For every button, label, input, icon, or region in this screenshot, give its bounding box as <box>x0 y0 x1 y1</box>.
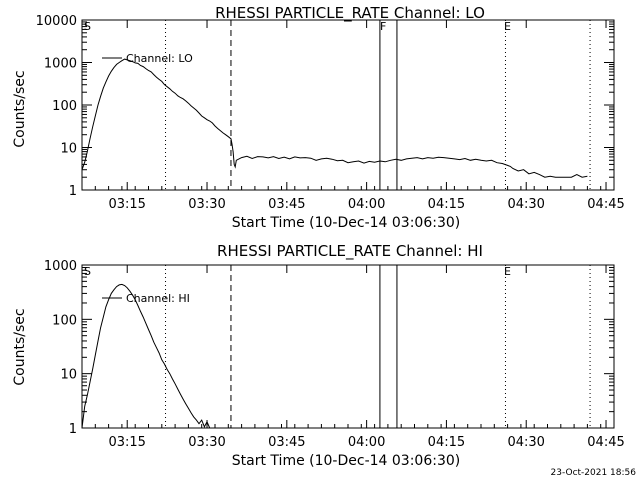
marker-S-hi: S <box>84 265 91 278</box>
marker-E-hi: E <box>504 265 511 278</box>
legend-label-lo: Channel: LO <box>126 52 193 65</box>
marker-F-lo: F <box>380 20 386 33</box>
chart-title-hi: RHESSI PARTICLE_RATE Channel: HI <box>217 242 483 261</box>
x-tick-label-3: 04:00 <box>348 197 385 212</box>
x-tick-label-4: 04:15 <box>428 435 465 450</box>
y-tick-label-2: 100 <box>52 313 77 328</box>
x-tick-label-2: 03:45 <box>268 197 305 212</box>
ticks-lo: 03:15 03:30 03:45 04:00 04:15 04:30 04:45 1 10 10… <box>36 14 625 212</box>
x-tick-label-2: 03:45 <box>268 435 305 450</box>
series-line-0 <box>81 58 588 178</box>
series-lo <box>81 58 588 178</box>
panel-hi: RHESSI PARTICLE_RATE Channel: HI Counts/… <box>12 242 625 469</box>
y-axis-label-hi: Counts/sec <box>12 308 28 385</box>
event-lines-lo <box>165 20 591 190</box>
chart-title-lo: RHESSI PARTICLE_RATE Channel: LO <box>215 4 485 23</box>
marker-E-lo: E <box>504 20 511 33</box>
plot-frame-lo <box>81 19 615 191</box>
plot-frame-hi <box>81 264 615 429</box>
x-tick-label-6: 04:45 <box>587 197 624 212</box>
x-tick-label-0: 03:15 <box>108 435 145 450</box>
y-tick-label-3: 1000 <box>44 259 77 274</box>
x-tick-label-6: 04:45 <box>587 435 624 450</box>
legend-label-hi: Channel: HI <box>126 292 190 305</box>
y-tick-label-0: 1 <box>69 184 77 199</box>
y-tick-label-4: 10000 <box>36 14 77 29</box>
x-tick-label-5: 04:30 <box>507 435 544 450</box>
y-tick-label-3: 1000 <box>44 57 77 72</box>
x-tick-label-4: 04:15 <box>428 197 465 212</box>
series-hi <box>81 283 211 429</box>
event-lines-hi <box>165 265 591 428</box>
marker-S-lo: S <box>84 20 91 33</box>
ticks-hi: 03:15 03:30 03:45 04:00 04:15 04:30 04:45 1 10 10… <box>44 259 625 450</box>
x-tick-label-1: 03:30 <box>188 197 225 212</box>
panel-lo: RHESSI PARTICLE_RATE Channel: LO Counts/… <box>12 4 625 231</box>
x-tick-label-0: 03:15 <box>108 197 145 212</box>
y-tick-label-1: 10 <box>60 142 77 157</box>
y-tick-label-2: 100 <box>52 99 77 114</box>
y-tick-label-0: 1 <box>69 422 77 437</box>
series-line-0 <box>81 283 211 429</box>
x-tick-label-3: 04:00 <box>348 435 385 450</box>
y-tick-label-1: 10 <box>60 368 77 383</box>
x-tick-label-5: 04:30 <box>507 197 544 212</box>
y-axis-label-lo: Counts/sec <box>12 70 28 147</box>
x-tick-label-1: 03:30 <box>188 435 225 450</box>
x-axis-label-hi: Start Time (10-Dec-14 03:06:30) <box>232 453 460 469</box>
x-axis-label-lo: Start Time (10-Dec-14 03:06:30) <box>232 215 460 231</box>
generation-timestamp: 23-Oct-2021 18:56 <box>551 468 637 478</box>
